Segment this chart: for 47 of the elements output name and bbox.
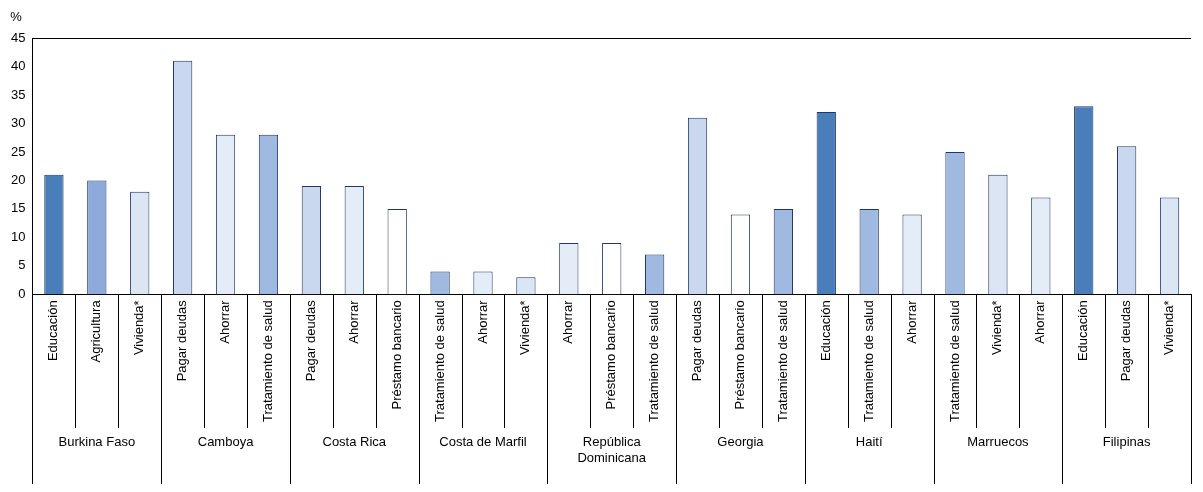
y-tick-label: 45 <box>10 29 26 45</box>
text: Filipinas <box>1102 434 1151 450</box>
y-tick-label: 15 <box>10 200 26 216</box>
x-tick-label: Vivienda* <box>517 300 533 356</box>
text: Burkina Faso <box>58 434 136 450</box>
x-tick-label: Ahorrar <box>474 299 490 344</box>
x-tick-label: Tratamiento de salud <box>946 300 962 422</box>
x-tick-label: Vivienda* <box>131 300 147 356</box>
text: Marruecos <box>967 434 1030 450</box>
x-tick-label: Préstamo bancario <box>732 300 748 410</box>
x-tick-label: Tratamiento de salud <box>774 300 790 422</box>
text: Haití <box>855 434 883 450</box>
x-tick-label: Ahorrar <box>217 299 233 344</box>
x-tick-label: Pagar deudas <box>302 299 318 382</box>
y-tick-label: 0 <box>18 285 26 301</box>
x-tick-label: Tratamiento de salud <box>860 300 876 422</box>
x-tick-label: Educación <box>45 300 61 362</box>
x-tick-label: Préstamo bancario <box>388 300 404 410</box>
y-tick-label: 30 <box>10 115 26 131</box>
y-tick-label: 10 <box>10 228 26 244</box>
x-tick-label: Educación <box>1075 300 1091 362</box>
x-tick-label: Educación <box>817 300 833 362</box>
y-tick-label: 25 <box>10 143 26 159</box>
x-tick-label: Tratamiento de salud <box>260 300 276 422</box>
x-tick-label: Préstamo bancario <box>603 300 619 410</box>
x-tick-label: Ahorrar <box>903 299 919 344</box>
x-tick-label: Tratamiento de salud <box>646 300 662 422</box>
text: Camboya <box>197 434 255 450</box>
x-tick-label: Ahorrar <box>560 299 576 344</box>
x-tick-label: Pagar deudas <box>1118 299 1134 382</box>
x-tick-label: Ahorrar <box>1032 299 1048 344</box>
text: Costa de Marfil <box>439 434 527 450</box>
x-tick-label: Vivienda* <box>989 300 1005 356</box>
x-tick-label: Vivienda* <box>1161 300 1177 356</box>
y-tick-label: 5 <box>18 257 26 273</box>
x-tick-label: Ahorrar <box>345 299 361 344</box>
y-axis-title: % <box>10 9 23 25</box>
x-tick-label: Agricultura <box>88 299 104 363</box>
text: Georgia <box>717 434 765 450</box>
y-tick-label: 40 <box>10 58 26 74</box>
x-tick-label: Pagar deudas <box>689 299 705 382</box>
x-tick-label: Pagar deudas <box>174 299 190 382</box>
text: República Dominicana <box>577 434 647 466</box>
x-tick-label: Tratamiento de salud <box>431 300 447 422</box>
y-tick-label: 20 <box>10 172 26 187</box>
y-tick-label: 35 <box>10 86 26 102</box>
text: Costa Rica <box>322 434 387 450</box>
